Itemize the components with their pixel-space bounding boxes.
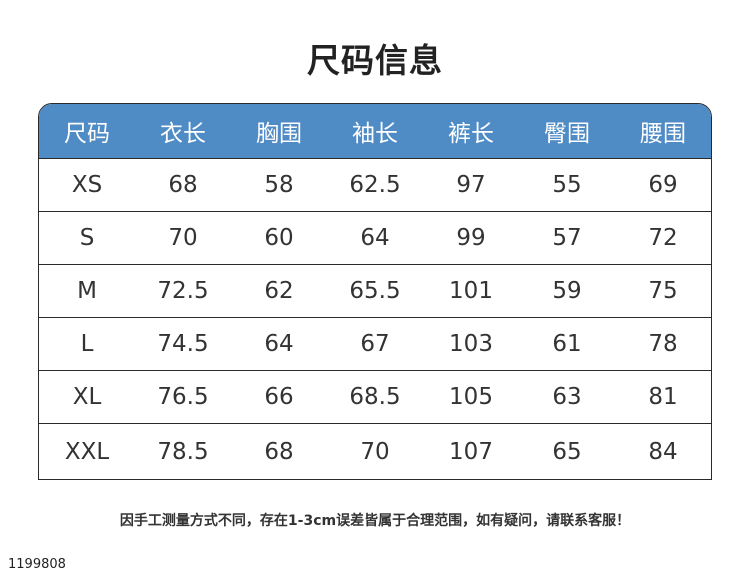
- table-cell: 97: [423, 158, 519, 212]
- table-cell: 65: [519, 423, 615, 479]
- table-cell: 67: [327, 317, 423, 371]
- table-cell: XL: [39, 370, 135, 424]
- table-cell: 64: [231, 317, 327, 371]
- header-cell: 胸围: [231, 104, 327, 159]
- table-cell: 74.5: [135, 317, 231, 371]
- table-cell: 55: [519, 158, 615, 212]
- table-row: XL 76.5 66 68.5 105 63 81: [39, 370, 711, 424]
- table-cell: 68: [231, 423, 327, 479]
- table-cell: 60: [231, 211, 327, 265]
- table-cell: 84: [615, 423, 711, 479]
- size-table-frame: 尺码 衣长 胸围 袖长 裤长 臀围 腰围 XS 68 58 62.5 97 55 69 S 70 60 64 99…: [38, 103, 712, 480]
- table-cell: 61: [519, 317, 615, 371]
- table-cell: 68: [135, 158, 231, 212]
- table-cell: 57: [519, 211, 615, 265]
- table-cell: 70: [135, 211, 231, 265]
- table-cell: 62.5: [327, 158, 423, 212]
- table-cell: 63: [519, 370, 615, 424]
- table-cell: 70: [327, 423, 423, 479]
- table-cell: 99: [423, 211, 519, 265]
- header-cell: 臀围: [519, 104, 615, 159]
- size-table: 尺码 衣长 胸围 袖长 裤长 臀围 腰围 XS 68 58 62.5 97 55 69 S 70 60 64 99…: [39, 104, 711, 479]
- table-cell: M: [39, 264, 135, 318]
- table-row: L 74.5 64 67 103 61 78: [39, 317, 711, 371]
- table-cell: 66: [231, 370, 327, 424]
- table-row: M 72.5 62 65.5 101 59 75: [39, 264, 711, 318]
- table-cell: 101: [423, 264, 519, 318]
- header-cell: 尺码: [39, 104, 135, 159]
- table-cell: L: [39, 317, 135, 371]
- table-cell: 107: [423, 423, 519, 479]
- table-cell: 68.5: [327, 370, 423, 424]
- table-cell: 78: [615, 317, 711, 371]
- table-cell: 69: [615, 158, 711, 212]
- table-cell: 81: [615, 370, 711, 424]
- header-row: 尺码 衣长 胸围 袖长 裤长 臀围 腰围: [39, 104, 711, 159]
- header-cell: 腰围: [615, 104, 711, 159]
- table-cell: 103: [423, 317, 519, 371]
- header-cell: 衣长: [135, 104, 231, 159]
- header-cell: 袖长: [327, 104, 423, 159]
- table-row: S 70 60 64 99 57 72: [39, 211, 711, 265]
- table-row: XXL 78.5 68 70 107 65 84: [39, 423, 711, 479]
- table-cell: 75: [615, 264, 711, 318]
- page-title: 尺码信息: [307, 41, 443, 80]
- table-cell: 62: [231, 264, 327, 318]
- product-code: 1199808: [8, 557, 66, 572]
- table-cell: S: [39, 211, 135, 265]
- header-cell: 裤长: [423, 104, 519, 159]
- table-cell: 72: [615, 211, 711, 265]
- table-cell: XXL: [39, 423, 135, 479]
- table-cell: 72.5: [135, 264, 231, 318]
- table-cell: 59: [519, 264, 615, 318]
- table-cell: 58: [231, 158, 327, 212]
- table-cell: 65.5: [327, 264, 423, 318]
- table-row: XS 68 58 62.5 97 55 69: [39, 158, 711, 212]
- table-cell: 76.5: [135, 370, 231, 424]
- table-cell: XS: [39, 158, 135, 212]
- table-cell: 78.5: [135, 423, 231, 479]
- table-cell: 64: [327, 211, 423, 265]
- table-cell: 105: [423, 370, 519, 424]
- note: 因手工测量方式不同，存在1-3cm误差皆属于合理范围，如有疑问，请联系客服！: [119, 513, 631, 529]
